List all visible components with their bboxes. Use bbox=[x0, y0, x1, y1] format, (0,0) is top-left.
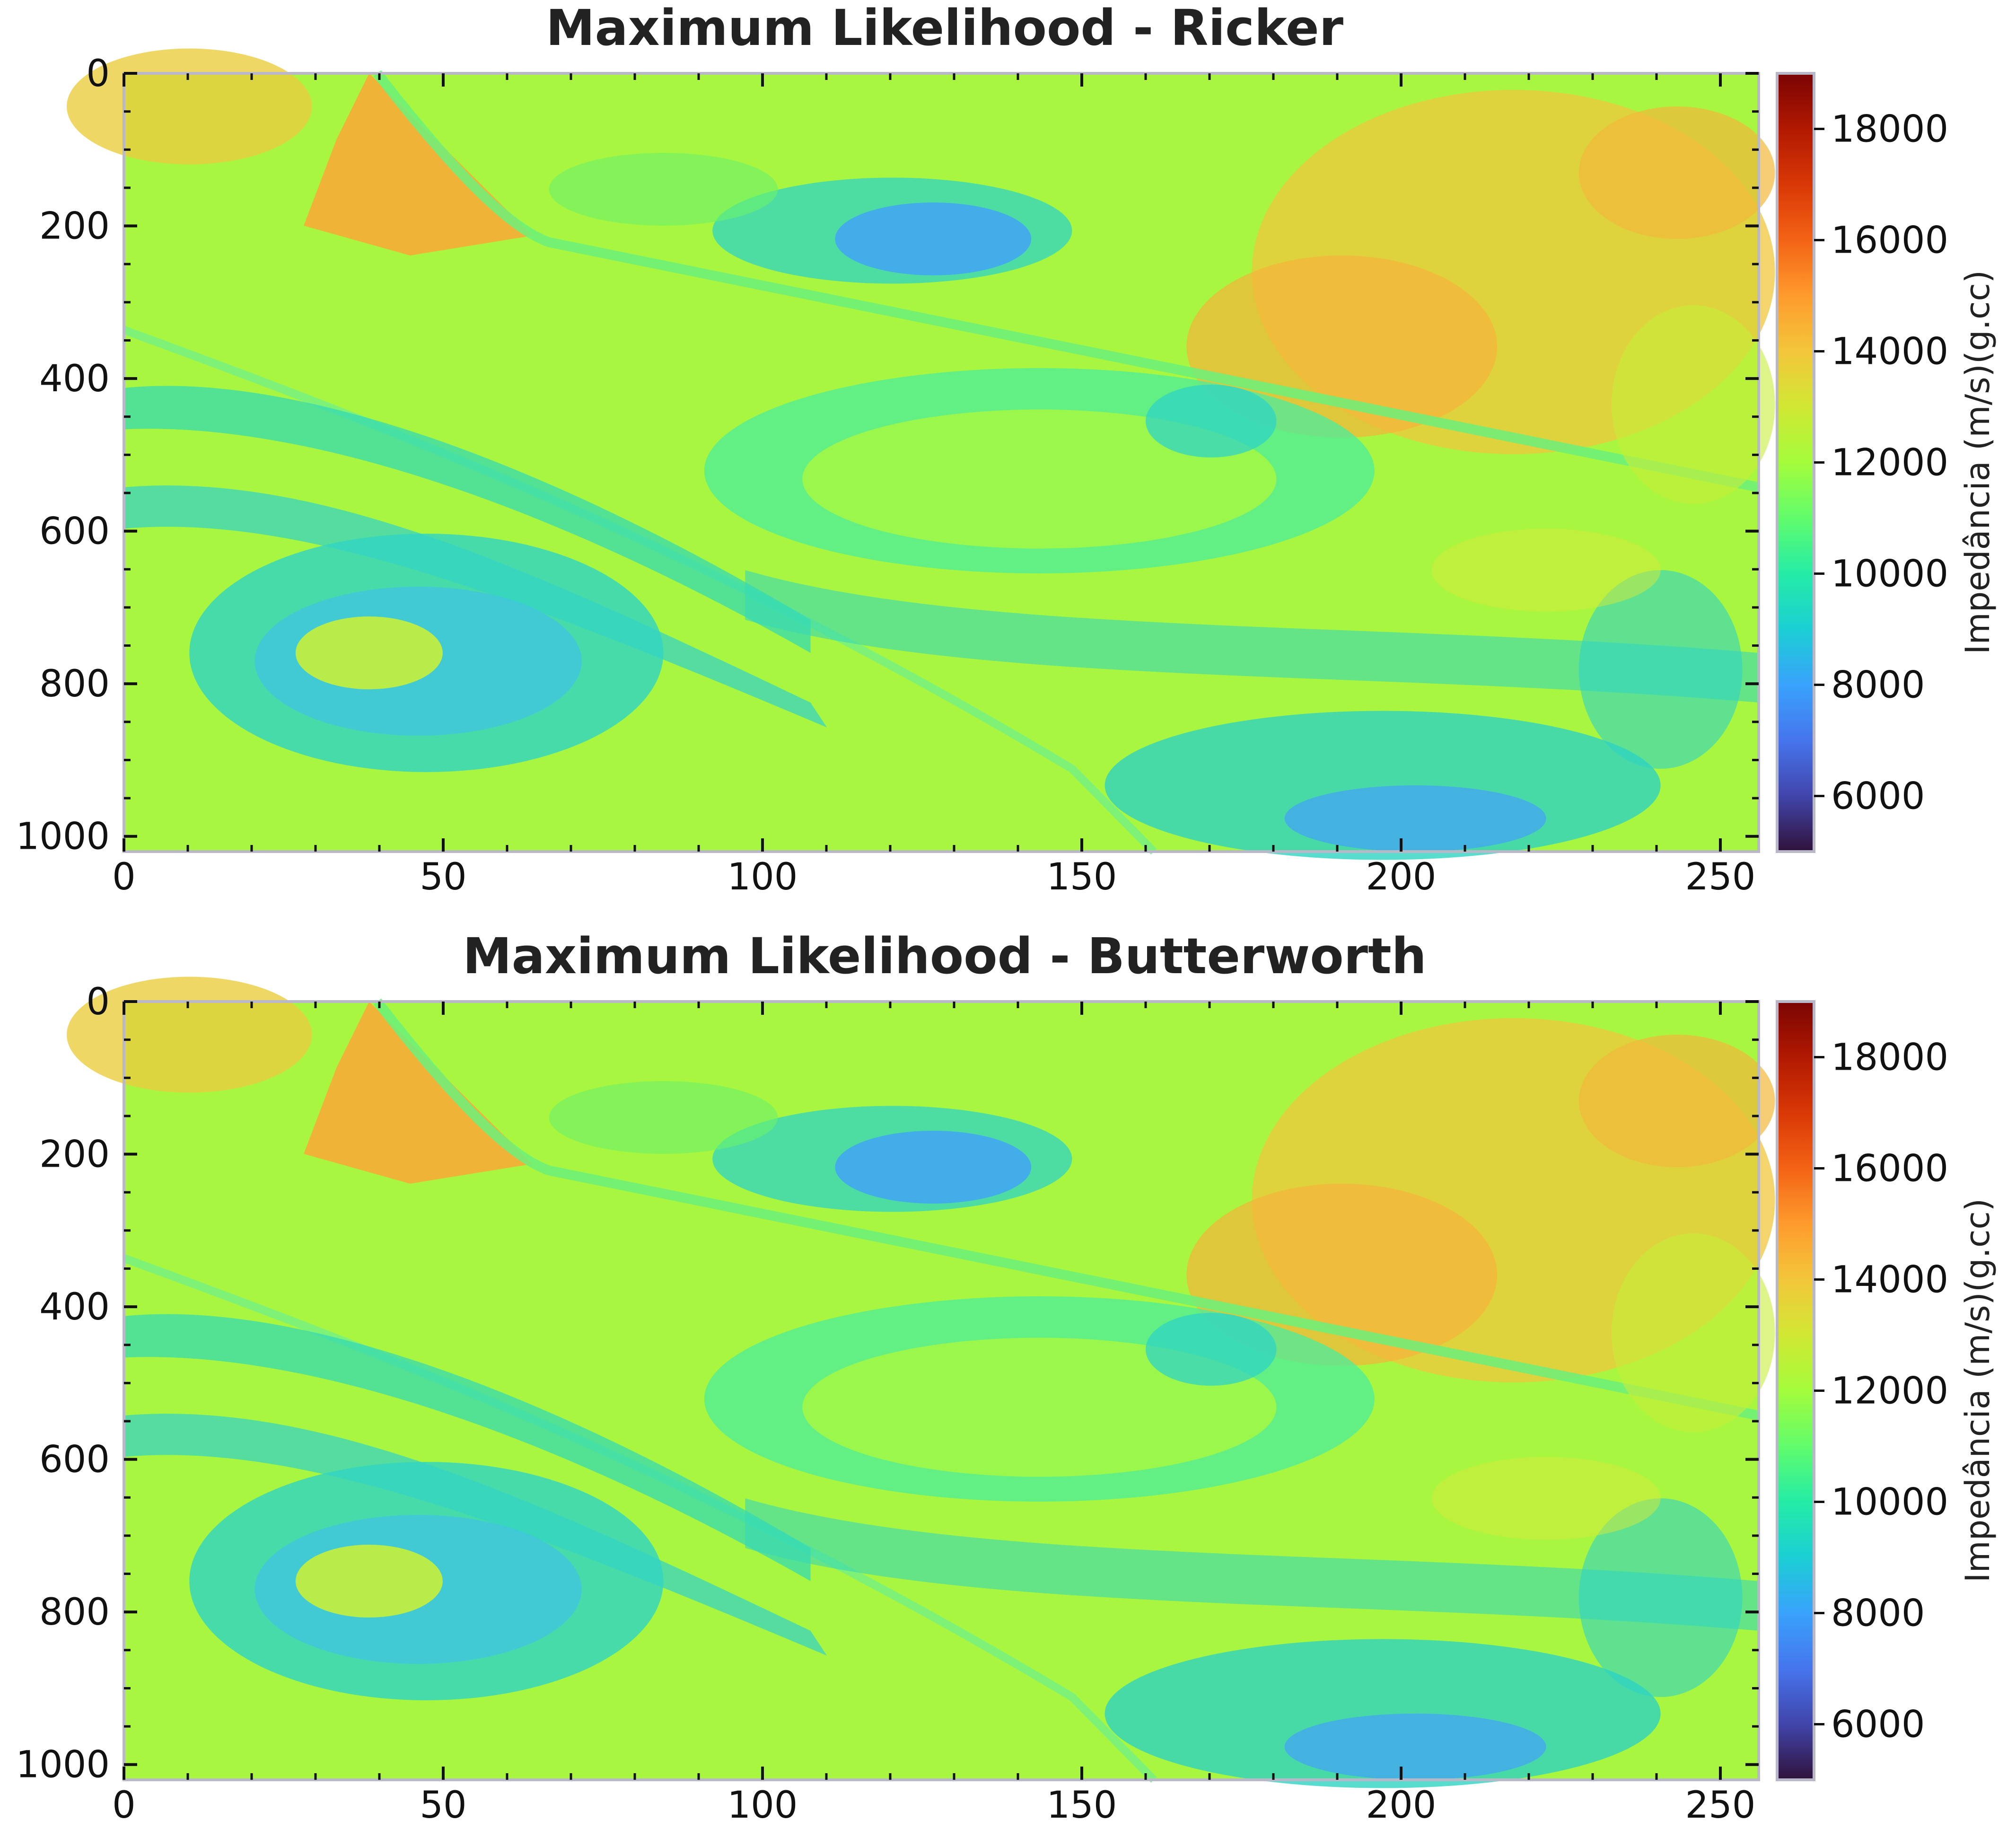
colorbar-tick-label: 10000 bbox=[1831, 553, 1948, 596]
colorbar-1: 6000 8000 10000 12000 14000 16000 18000 Impedâ… bbox=[1776, 72, 1997, 853]
x-tick-label: 0 bbox=[112, 1784, 136, 1827]
colorbar-tick-label: 16000 bbox=[1831, 220, 1948, 262]
y-tick-label: 1000 bbox=[16, 816, 110, 858]
y-tick-label: 200 bbox=[39, 1134, 110, 1176]
colorbar-1-label: Impedância (m/s)(g.cc) bbox=[1958, 270, 1997, 654]
y-tick-label: 600 bbox=[39, 1439, 110, 1481]
colorbar-1-gradient bbox=[1776, 72, 1815, 853]
y-axis-1: 0 200 400 600 800 1000 bbox=[16, 53, 1759, 858]
colorbar-tick-label: 18000 bbox=[1831, 1037, 1948, 1079]
chart-panel-1: Maximum Likelihood - Ricker 0 50 100 150 200… bbox=[16, 0, 1997, 898]
y-tick-label: 0 bbox=[86, 53, 110, 95]
y-tick-label: 600 bbox=[39, 510, 110, 553]
heatmap-1 bbox=[67, 49, 1775, 860]
heatmap-2 bbox=[67, 977, 1775, 1788]
chart-panel-2: Maximum Likelihood - Butterworth 0 50 100 1… bbox=[16, 927, 1997, 1827]
y-tick-label: 400 bbox=[39, 358, 110, 400]
colorbar-tick-label: 16000 bbox=[1831, 1148, 1948, 1190]
colorbar-2-ticks: 6000 8000 10000 12000 14000 16000 18000 bbox=[1814, 1037, 1948, 1746]
y-tick-label: 800 bbox=[39, 663, 110, 705]
y-tick-label: 0 bbox=[86, 981, 110, 1023]
x-tick-label: 250 bbox=[1685, 1784, 1756, 1827]
plot-frame-1 bbox=[123, 72, 1760, 853]
y-tick-label: 1000 bbox=[16, 1744, 110, 1786]
colorbar-tick-label: 12000 bbox=[1831, 1370, 1948, 1413]
x-tick-label: 150 bbox=[1047, 1784, 1117, 1827]
x-tick-label: 200 bbox=[1366, 1784, 1437, 1827]
colorbar-2-gradient bbox=[1776, 1000, 1815, 1781]
colorbar-tick-label: 6000 bbox=[1831, 775, 1925, 818]
colorbar-tick-label: 8000 bbox=[1831, 664, 1925, 707]
x-tick-label: 200 bbox=[1366, 856, 1437, 898]
colorbar-tick-label: 12000 bbox=[1831, 442, 1948, 484]
y-tick-label: 200 bbox=[39, 205, 110, 248]
x-tick-label: 0 bbox=[112, 856, 136, 898]
colorbar-2: 6000 8000 10000 12000 14000 16000 18000 Impedâ… bbox=[1776, 1000, 1997, 1781]
colorbar-2-label: Impedância (m/s)(g.cc) bbox=[1958, 1198, 1997, 1583]
x-tick-label: 50 bbox=[420, 1784, 466, 1827]
x-tick-label: 100 bbox=[728, 856, 798, 898]
chart-2-title: Maximum Likelihood - Butterworth bbox=[463, 927, 1427, 985]
y-axis-2: 0 200 400 600 800 1000 bbox=[16, 981, 1759, 1786]
x-tick-label: 50 bbox=[420, 856, 466, 898]
colorbar-tick-label: 18000 bbox=[1831, 108, 1948, 151]
x-tick-label: 100 bbox=[728, 1784, 798, 1827]
y-tick-label: 400 bbox=[39, 1286, 110, 1328]
colorbar-tick-label: 6000 bbox=[1831, 1704, 1925, 1746]
colorbar-tick-label: 14000 bbox=[1831, 1259, 1948, 1302]
x-tick-label: 250 bbox=[1685, 856, 1756, 898]
chart-1-title: Maximum Likelihood - Ricker bbox=[546, 0, 1343, 57]
colorbar-tick-label: 8000 bbox=[1831, 1592, 1925, 1635]
colorbar-tick-label: 14000 bbox=[1831, 331, 1948, 373]
x-axis-1: 0 50 100 150 200 250 bbox=[112, 73, 1755, 898]
plot-frame-2 bbox=[123, 1000, 1760, 1781]
x-tick-label: 150 bbox=[1047, 856, 1117, 898]
x-axis-2: 0 50 100 150 200 250 bbox=[112, 1002, 1755, 1827]
colorbar-tick-label: 10000 bbox=[1831, 1481, 1948, 1524]
y-tick-label: 800 bbox=[39, 1591, 110, 1634]
colorbar-1-ticks: 6000 8000 10000 12000 14000 16000 18000 bbox=[1814, 108, 1948, 818]
